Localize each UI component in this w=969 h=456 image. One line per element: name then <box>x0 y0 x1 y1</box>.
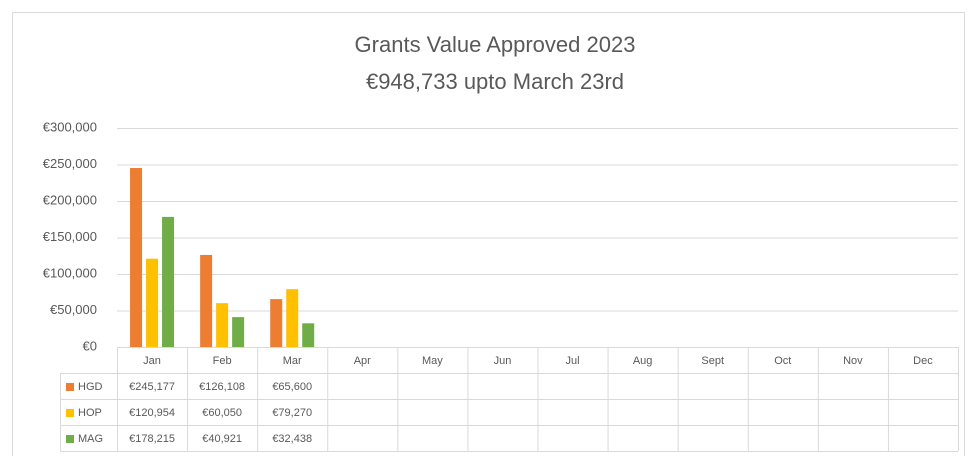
bar <box>162 216 175 347</box>
bar <box>302 323 315 347</box>
x-tick-label: Feb <box>213 355 232 367</box>
y-tick-label: €100,000 <box>43 265 97 280</box>
data-table-value: €32,438 <box>272 433 312 445</box>
x-tick-label: Aug <box>633 355 653 367</box>
bar <box>216 303 229 347</box>
bar <box>232 317 245 347</box>
y-tick-label: €0 <box>83 338 97 353</box>
y-tick-label: €50,000 <box>50 302 97 317</box>
x-tick-label: Jan <box>143 355 161 367</box>
data-table-value: €65,600 <box>272 381 312 393</box>
x-tick-label: Mar <box>283 355 302 367</box>
x-tick-label: Nov <box>843 355 863 367</box>
x-tick-label: May <box>422 355 443 367</box>
y-tick-label: €200,000 <box>43 192 97 207</box>
data-table-value: €245,177 <box>129 381 175 393</box>
y-tick-label: €150,000 <box>43 229 97 244</box>
bar <box>146 258 159 347</box>
x-tick-label: Jun <box>494 355 512 367</box>
legend-label: HOP <box>78 407 102 419</box>
legend-label: MAG <box>78 433 103 445</box>
data-table-value: €120,954 <box>129 407 175 419</box>
chart-title: Grants Value Approved 2023 <box>355 32 636 57</box>
x-tick-label: Apr <box>354 355 371 367</box>
data-table-value: €60,050 <box>202 407 242 419</box>
bar <box>130 168 143 347</box>
data-table-value: €40,921 <box>202 433 242 445</box>
data-table-value: €79,270 <box>272 407 312 419</box>
x-tick-label: Sept <box>701 355 724 367</box>
data-table-value: €178,215 <box>129 433 175 445</box>
x-tick-label: Jul <box>566 355 580 367</box>
bar <box>286 289 299 347</box>
x-tick-label: Oct <box>774 355 791 367</box>
bar <box>200 254 213 347</box>
legend-key <box>66 383 74 391</box>
y-tick-label: €250,000 <box>43 156 97 171</box>
legend-key <box>66 409 74 417</box>
y-tick-label: €300,000 <box>43 119 97 134</box>
legend-key <box>66 435 74 443</box>
x-tick-label: Dec <box>913 355 933 367</box>
chart-subtitle: €948,733 upto March 23rd <box>366 69 624 94</box>
legend-label: HGD <box>78 381 103 393</box>
data-table-value: €126,108 <box>199 381 245 393</box>
bar <box>270 299 283 347</box>
